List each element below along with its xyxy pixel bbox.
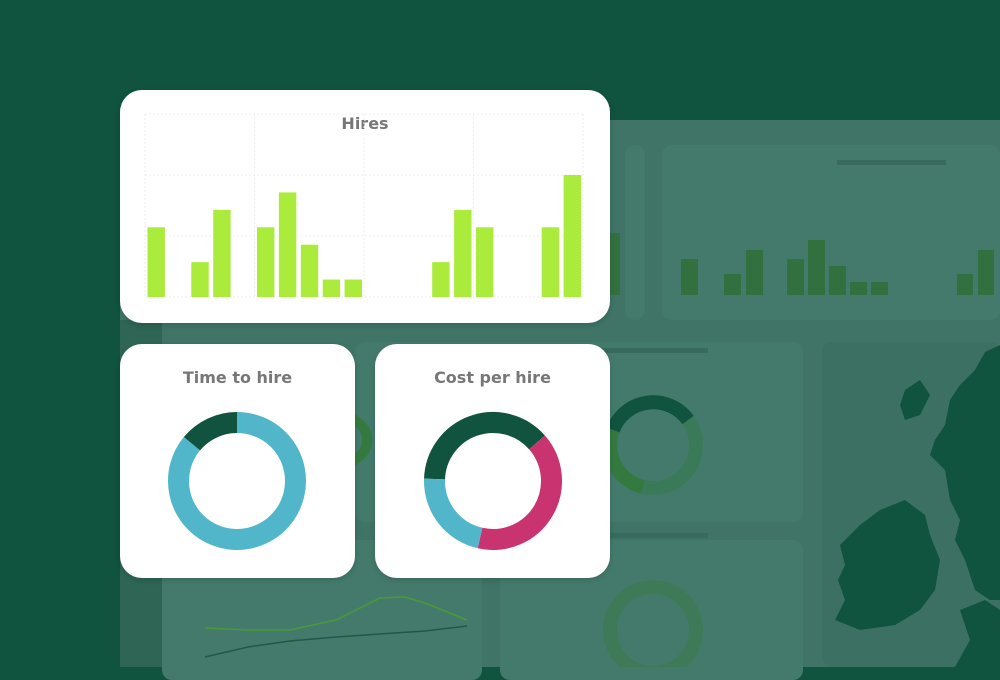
background-title-placeholder <box>600 533 708 538</box>
donut-slice <box>183 412 238 451</box>
hires-title: Hires <box>341 114 389 133</box>
hires-bar <box>191 262 209 297</box>
hires-bar <box>454 209 472 297</box>
hires-bar <box>322 279 341 297</box>
hires-bar <box>278 192 297 297</box>
cost-per-hire-title: Cost per hire <box>434 368 551 387</box>
cost-per-hire-card: Cost per hire <box>375 344 610 578</box>
cost-per-hire-donut <box>424 412 562 550</box>
hires-bar-chart <box>144 113 584 298</box>
hires-bar <box>476 227 494 297</box>
hires-bar <box>432 262 450 297</box>
hires-bar <box>213 209 231 297</box>
hires-bar <box>257 227 275 297</box>
time-to-hire-donut <box>168 412 306 550</box>
donut-slice <box>424 412 545 480</box>
hires-bar <box>563 175 581 297</box>
hires-bar <box>147 227 165 297</box>
background-line-series <box>204 596 468 631</box>
hires-bar <box>541 227 560 297</box>
background-title-placeholder <box>600 348 708 353</box>
donut-slice <box>168 412 306 550</box>
hires-bar <box>344 279 362 297</box>
background-card <box>625 145 645 320</box>
hires-card: Hires <box>120 90 610 323</box>
background-donut <box>603 580 703 667</box>
background-bars <box>600 233 994 295</box>
hires-bar <box>300 244 319 297</box>
donut-slice <box>424 478 483 549</box>
donut-slice <box>477 435 562 550</box>
map-shape <box>835 345 1000 667</box>
time-to-hire-title: Time to hire <box>182 368 293 387</box>
background-line-series <box>204 625 468 658</box>
time-to-hire-card: Time to hire <box>120 344 355 578</box>
background-title-placeholder <box>837 160 946 165</box>
